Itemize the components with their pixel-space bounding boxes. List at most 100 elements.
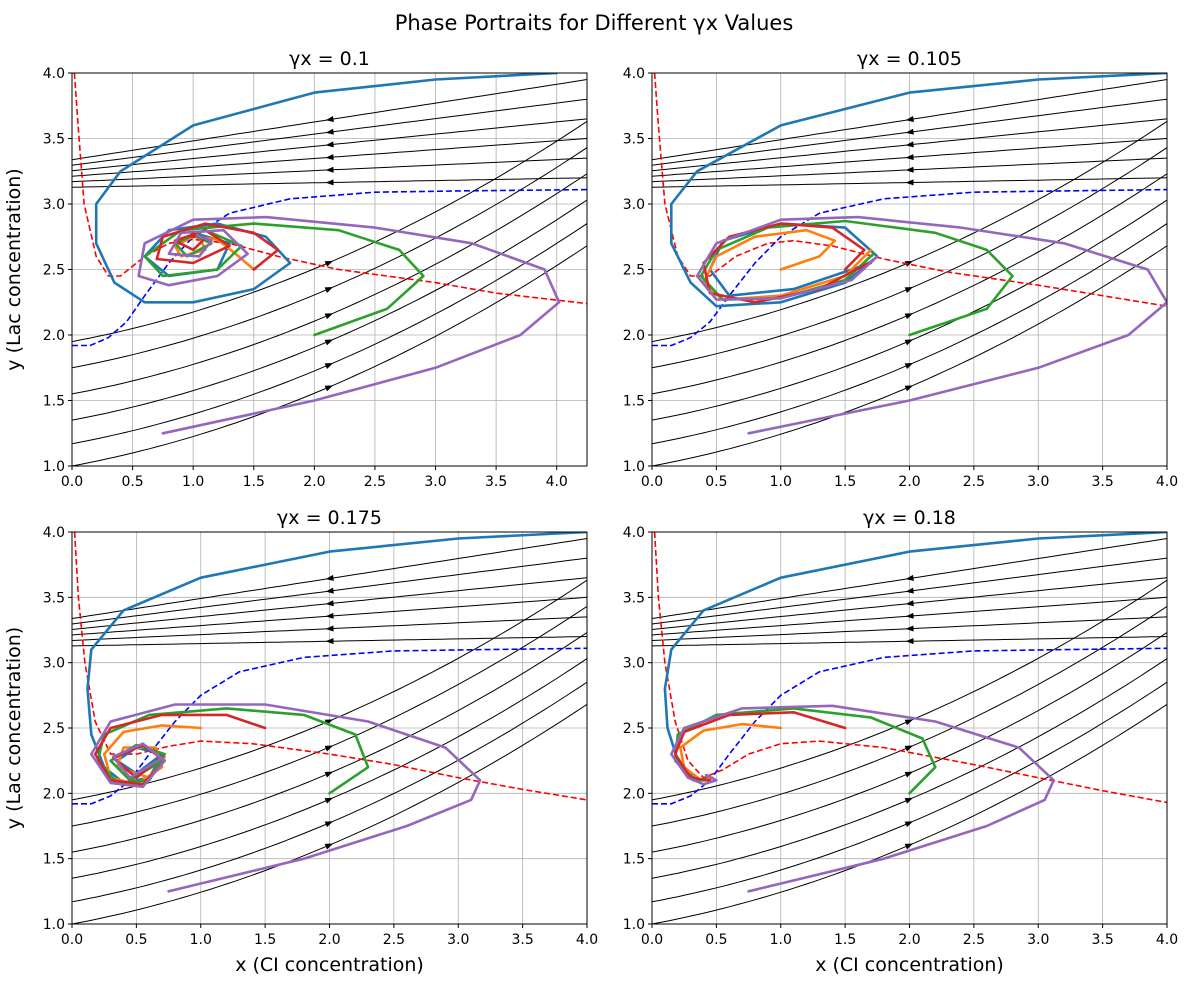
x-tick-label: 1.0: [770, 474, 792, 490]
x-axis-label: x (CI concentration): [815, 954, 1004, 976]
y-tick-label: 2.0: [623, 328, 645, 344]
streamline-arrow: [905, 166, 914, 173]
y-tick-label: 2.5: [623, 263, 645, 279]
x-tick-label: 0.0: [641, 932, 663, 948]
y-tick-label: 3.0: [623, 656, 645, 672]
streamline-arrow: [324, 843, 334, 850]
x-tick-label: 3.5: [485, 474, 507, 490]
streamline-arrow: [905, 574, 914, 581]
plot-area: [652, 532, 1167, 924]
panel-title: γx = 0.105: [857, 48, 962, 70]
y-tick-label: 4.0: [43, 66, 65, 82]
y-axis-label: y (Lac concentration): [3, 627, 25, 829]
panel-3: 0.0 0.5 1.0 1.5 2.0 2.5 3.0 3.5 4.0 1.0 1.5 2.0 2.5 3…: [3, 507, 598, 976]
y-tick-label: 1.5: [43, 394, 65, 410]
streamlines: [652, 538, 1167, 924]
streamline-arrow: [904, 260, 914, 267]
x-axis-label: x (CI concentration): [235, 954, 424, 976]
trajectory-5: [670, 704, 1055, 893]
x-tick-label: 1.5: [834, 474, 856, 490]
y-tick-label: 1.5: [43, 852, 65, 868]
fixed-point: [190, 232, 197, 239]
y-tick-label: 1.5: [623, 394, 645, 410]
trajectory-1: [663, 532, 1167, 782]
trajectory-1: [86, 532, 587, 785]
streamline-arrow: [325, 600, 334, 607]
streamline-arrow: [904, 313, 914, 320]
trajectory-4: [155, 222, 280, 271]
streamline-arrow: [324, 363, 334, 369]
x-tick-label: 0.0: [61, 474, 83, 490]
streamline: [72, 173, 587, 395]
y-tick-label: 4.0: [623, 525, 645, 541]
streamline-arrow: [324, 797, 334, 804]
y-tick-label: 1.0: [43, 917, 65, 933]
x-tick-label: 3.5: [1091, 932, 1113, 948]
x-tick-label: 1.0: [190, 932, 212, 948]
streamline-arrow: [325, 154, 334, 161]
streamline-arrow: [905, 141, 914, 148]
trajectory-5: [695, 215, 1167, 435]
streamline-arrow: [325, 166, 334, 173]
streamline-arrow: [904, 363, 914, 369]
x-tick-label: 2.5: [963, 474, 985, 490]
x-tick-label: 2.0: [898, 474, 920, 490]
x-tick-label: 0.5: [125, 932, 147, 948]
x-tick-label: 1.0: [182, 474, 204, 490]
streamline-arrow: [324, 287, 334, 293]
panel-1: 0.0 0.5 1.0 1.5 2.0 2.5 3.0 3.5 4.0 1.0 1.5 2.0 2.5 3…: [3, 48, 588, 490]
x-tick-label: 1.0: [770, 932, 792, 948]
x-tick-label: 3.0: [447, 932, 469, 948]
y-tick-label: 3.5: [43, 590, 65, 606]
x-tick-label: 2.5: [383, 932, 405, 948]
x-tick-label: 1.5: [254, 932, 276, 948]
y-tick-label: 1.5: [623, 852, 645, 868]
trajectory-3: [143, 222, 425, 337]
nullcline-x: [73, 73, 587, 305]
streamline-arrow: [904, 797, 914, 804]
nullcline-x: [653, 73, 1167, 307]
y-tick-label: 2.5: [623, 721, 645, 737]
x-tick-label: 4.0: [546, 474, 568, 490]
x-tick-label: 1.5: [243, 474, 265, 490]
x-tick-label: 0.0: [61, 932, 83, 948]
streamline-arrow: [324, 313, 334, 320]
y-tick-label: 4.0: [43, 525, 65, 541]
nullcline-x: [73, 532, 587, 801]
streamline-arrow: [905, 116, 914, 122]
streamline-arrow: [905, 154, 914, 161]
panels: 0.0 0.5 1.0 1.5 2.0 2.5 3.0 3.5 4.0 1.0 1.5 2.0 2.5 3…: [3, 48, 1178, 976]
streamline-arrow: [905, 587, 914, 594]
streamline-arrow: [325, 638, 334, 645]
y-tick-label: 1.0: [623, 459, 645, 475]
x-tick-label: 4.0: [576, 932, 598, 948]
streamline-arrow: [904, 771, 914, 778]
y-tick-label: 3.5: [43, 132, 65, 148]
y-tick-label: 3.0: [43, 656, 65, 672]
x-tick-label: 2.5: [364, 474, 386, 490]
y-axis-label: y (Lac concentration): [3, 168, 25, 370]
x-tick-label: 3.0: [1027, 932, 1049, 948]
y-tick-label: 2.5: [43, 263, 65, 279]
x-tick-label: 2.0: [898, 932, 920, 948]
plot-area: [72, 73, 587, 466]
x-tick-label: 0.5: [121, 474, 143, 490]
nullcline-y: [652, 188, 1167, 347]
x-tick-label: 2.5: [963, 932, 985, 948]
y-tick-label: 3.0: [43, 197, 65, 213]
plot-area: [72, 532, 587, 924]
streamline-arrow: [905, 128, 914, 135]
y-tick-label: 3.5: [623, 132, 645, 148]
streamline-arrow: [904, 745, 914, 752]
x-tick-label: 3.0: [1027, 474, 1049, 490]
x-tick-label: 4.0: [1156, 932, 1178, 948]
panel-title: γx = 0.175: [277, 507, 382, 529]
streamline-arrow: [904, 287, 914, 293]
streamline-arrow: [905, 600, 914, 607]
streamline-arrow: [904, 821, 914, 828]
streamline-arrow: [324, 745, 334, 752]
panel-4: 0.0 0.5 1.0 1.5 2.0 2.5 3.0 3.5 4.0 1.0 1.5 2.0 2.5 3…: [623, 507, 1178, 976]
panel-title: γx = 0.1: [289, 48, 370, 70]
y-tick-label: 1.0: [43, 459, 65, 475]
